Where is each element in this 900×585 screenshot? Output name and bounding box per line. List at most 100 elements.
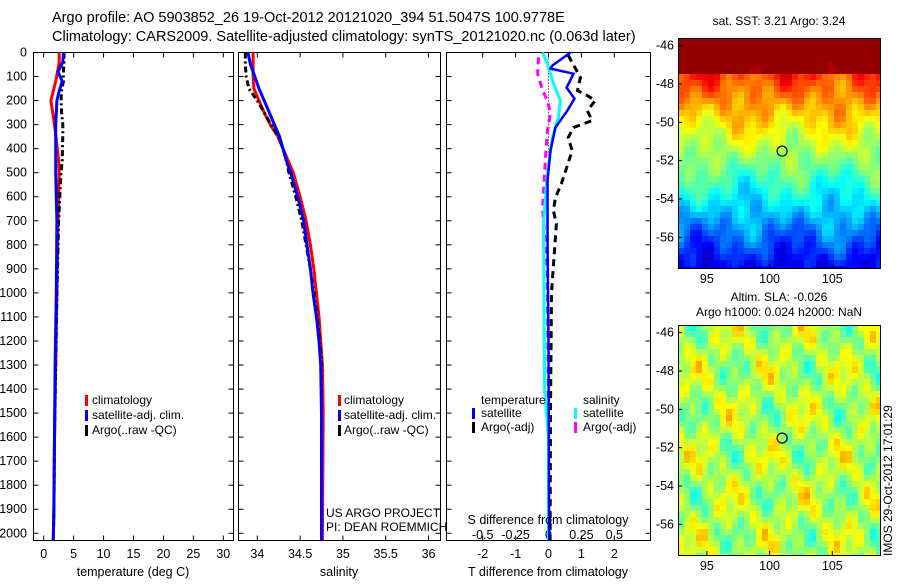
map-cell (840, 248, 846, 254)
map-cell (768, 92, 774, 98)
map-cell (702, 499, 708, 505)
map-cell (774, 385, 780, 391)
map-cell (714, 427, 720, 433)
map-cell (744, 266, 750, 268)
map-cell (684, 212, 690, 218)
map-cell (864, 361, 870, 367)
map-cell (726, 230, 732, 236)
map-cell (810, 415, 816, 421)
map-cell (720, 433, 726, 439)
map-cell (852, 236, 858, 242)
map-cell (702, 403, 708, 409)
map-cell (762, 439, 768, 445)
map-cell (708, 248, 714, 254)
map-cell (726, 218, 732, 224)
map-cell (792, 218, 798, 224)
map-cell (678, 248, 684, 254)
map-cell (696, 343, 702, 349)
map-cell (822, 511, 828, 517)
map-cell (714, 385, 720, 391)
map-cell (750, 481, 756, 487)
map-cell (816, 248, 822, 254)
map-cell (822, 487, 828, 493)
map-cell (864, 110, 870, 116)
map-cell (684, 529, 690, 535)
salinity-xlabel: salinity (320, 565, 359, 579)
map-cell (804, 218, 810, 224)
map-cell (864, 236, 870, 242)
map-cell (750, 134, 756, 140)
map-cell (834, 134, 840, 140)
map-cell (846, 553, 852, 555)
map-cell (726, 140, 732, 146)
map-cell (684, 230, 690, 236)
imos-timestamp: IMOS 29-Oct-2012 17:01:29 (881, 405, 895, 556)
map-cell (714, 379, 720, 385)
map-cell (678, 355, 684, 361)
map-cell (810, 451, 816, 457)
map-cell (798, 415, 804, 421)
map-cell (834, 86, 840, 92)
map-cell (816, 397, 822, 403)
map-cell (816, 170, 822, 176)
map-cell (876, 164, 880, 170)
map-cell (834, 349, 840, 355)
map-cell (798, 206, 804, 212)
map-cell (714, 182, 720, 188)
map-cell (678, 547, 684, 553)
map-cell (678, 254, 684, 260)
map-cell (720, 92, 726, 98)
map-cell (708, 523, 714, 529)
map-cell (804, 206, 810, 212)
map-cell (744, 499, 750, 505)
map-cell (702, 242, 708, 248)
map-cell (870, 110, 876, 116)
map-cell (858, 445, 864, 451)
map-cell (714, 463, 720, 469)
map-cell (828, 499, 834, 505)
map-cell (684, 170, 690, 176)
map-cell (810, 541, 816, 547)
map-cell (750, 164, 756, 170)
map-cell (846, 242, 852, 248)
map-cell (690, 463, 696, 469)
map-cell (822, 152, 828, 158)
map-cell (708, 182, 714, 188)
map-cell (798, 379, 804, 385)
map-cell (762, 445, 768, 451)
map-cell (840, 170, 846, 176)
map-cell (798, 547, 804, 553)
map-cell (774, 236, 780, 242)
map-cell (846, 170, 852, 176)
map-cell (792, 415, 798, 421)
map-cell (804, 451, 810, 457)
map-cell (762, 86, 768, 92)
map-cell (858, 236, 864, 242)
map-cell (876, 547, 880, 553)
map-cell (876, 499, 880, 505)
map-cell (684, 505, 690, 511)
map-cell (750, 98, 756, 104)
map-cell (858, 98, 864, 104)
map-cell (834, 260, 840, 266)
map-cell (714, 361, 720, 367)
map-cell (780, 182, 786, 188)
map-cell (744, 553, 750, 555)
map-cell (786, 385, 792, 391)
map-cell (774, 493, 780, 499)
map-cell (870, 236, 876, 242)
map-cell (828, 379, 834, 385)
legend-climatology: climatology (92, 393, 152, 407)
map-cell (846, 355, 852, 361)
map-cell (708, 391, 714, 397)
map-cell (732, 218, 738, 224)
map-cell (768, 349, 774, 355)
map-cell (858, 200, 864, 206)
map-cell (792, 535, 798, 541)
map-cell (732, 553, 738, 555)
map-cell (786, 146, 792, 152)
map-cell (696, 385, 702, 391)
map-cell (732, 182, 738, 188)
map-cell (714, 236, 720, 242)
map-cell (858, 325, 864, 331)
